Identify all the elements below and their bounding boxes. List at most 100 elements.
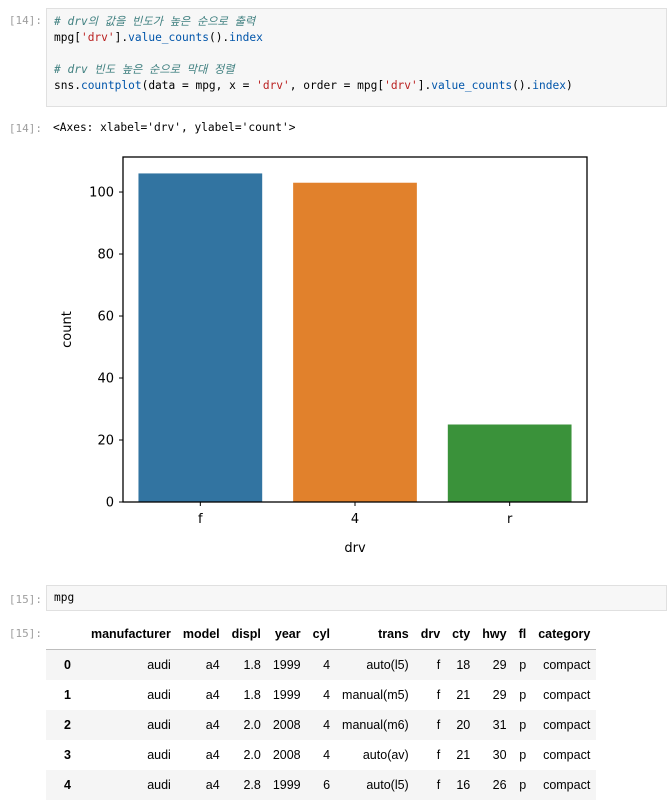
cell-cyl: 4 (323, 748, 331, 762)
code-token: value_counts (431, 79, 513, 92)
cell-cyl: 6 (323, 778, 331, 792)
cell-fl: p (519, 718, 527, 732)
cell-year: 2008 (272, 748, 301, 762)
cell-model: a4 (205, 778, 220, 792)
cell-trans: auto(l5) (366, 778, 409, 792)
table-header-row: manufacturer model displ year cyl trans drv cty… (46, 619, 597, 650)
code-token: (). (208, 31, 230, 44)
cell-cyl: 4 (323, 658, 331, 672)
code-token: (). (512, 79, 533, 92)
cell-15-input-prompt: [15]: (8, 593, 42, 606)
column-header-cyl: cyl (306, 619, 337, 650)
code-token: value_counts (128, 31, 209, 44)
cell-drv: f (436, 748, 441, 762)
cell-model: a4 (205, 658, 220, 672)
bar-f (138, 173, 263, 502)
code-token: # drv의 값을 빈도가 높은 순으로 출력 (54, 15, 256, 28)
cell-cty: 20 (456, 718, 471, 732)
table-row: 1 audi a4 1.8 1999 4 manual(m5) f 21 29 p compact (46, 680, 596, 710)
bar-r (447, 424, 572, 502)
cell-hwy: 31 (492, 718, 507, 732)
y-tick-label: 0 (106, 496, 114, 511)
cell-displ: 1.8 (243, 688, 261, 702)
column-header-manufacturer: manufacturer (84, 619, 177, 650)
code-line: mpg (54, 590, 659, 606)
cell-15-output-prompt: [15]: (8, 627, 42, 640)
cell-trans: auto(av) (362, 748, 409, 762)
code-token: 'drv' (80, 31, 115, 44)
cell-displ: 2.8 (243, 778, 261, 792)
code-line: sns.countplot(data = mpg, x = 'drv', ord… (54, 78, 659, 94)
y-tick-label: 40 (97, 372, 114, 387)
cell-cty: 21 (456, 748, 471, 762)
plot-frame (122, 156, 588, 503)
row-index: 3 (64, 748, 71, 762)
cell-trans: manual(m5) (342, 688, 409, 702)
cell-fl: p (519, 778, 527, 792)
cell-cyl: 4 (323, 718, 331, 732)
code-token: , order = mpg[ (289, 79, 385, 92)
column-header-category: category (532, 619, 597, 650)
dataframe-table: manufacturer model displ year cyl trans drv cty… (46, 619, 597, 800)
cell-category: compact (543, 718, 591, 732)
code-token: 'drv' (384, 79, 418, 92)
x-tick-label: 4 (351, 512, 359, 527)
cell-displ: 2.0 (243, 748, 261, 762)
code-token: mpg[ (54, 31, 81, 44)
row-index: 0 (64, 658, 71, 672)
column-header-cty: cty (446, 619, 477, 650)
cell-14-output-prompt: [14]: (8, 122, 42, 135)
code-token: index (532, 79, 566, 92)
cell-drv: f (436, 778, 441, 792)
cell-fl: p (519, 688, 527, 702)
column-header-fl: fl (512, 619, 533, 650)
table-row: 4 audi a4 2.8 1999 6 auto(l5) f 16 26 p compact (46, 770, 597, 800)
cell-cty: 18 (456, 658, 471, 672)
index-header (46, 619, 85, 650)
cell-14-code[interactable]: # drv의 값을 빈도가 높은 순으로 출력 mpg['drv'].value_… (47, 9, 666, 98)
cell-15-code-editor[interactable]: mpg (46, 585, 667, 611)
cell-model: a4 (205, 718, 220, 732)
cell-category: compact (543, 748, 591, 762)
code-token: index (229, 31, 263, 44)
row-index: 4 (64, 778, 71, 792)
code-token: 'drv' (256, 79, 290, 92)
row-index: 1 (64, 688, 71, 702)
cell-year: 1999 (272, 688, 301, 702)
cell-hwy: 29 (492, 658, 507, 672)
table-row: 3 audi a4 2.0 2008 4 auto(av) f 21 30 p compact (46, 740, 596, 770)
cell-drv: f (436, 688, 441, 702)
cell-cty: 21 (456, 688, 471, 702)
column-header-model: model (176, 619, 226, 650)
code-token: sns. (54, 79, 81, 92)
y-axis-label: count (60, 311, 75, 348)
column-header-hwy: hwy (476, 619, 513, 650)
cell-manufacturer: audi (147, 748, 171, 762)
y-tick-label: 20 (97, 434, 114, 449)
x-tick-label: f (198, 512, 203, 527)
code-token: mpg (54, 591, 75, 604)
cell-model: a4 (205, 748, 220, 762)
cell-15-code[interactable]: mpg (47, 586, 666, 610)
code-line: # drv 빈도 높은 순으로 막대 정렬 (54, 62, 659, 78)
cell-category: compact (543, 778, 591, 792)
cell-14-input-prompt: [14]: (8, 14, 42, 27)
cell-year: 1999 (272, 778, 301, 792)
code-token: ) (565, 79, 573, 92)
x-axis-label: drv (344, 541, 366, 556)
cell-hwy: 29 (492, 688, 507, 702)
cell-14-code-editor[interactable]: # drv의 값을 빈도가 높은 순으로 출력 mpg['drv'].value_… (46, 8, 667, 107)
cell-drv: f (436, 718, 441, 732)
code-token: (data = mpg, x = (141, 79, 257, 92)
code-line (54, 46, 659, 62)
code-line: # drv의 값을 빈도가 높은 순으로 출력 (54, 14, 659, 30)
bar-4 (293, 182, 417, 502)
cell-category: compact (543, 688, 591, 702)
y-tick-label: 60 (97, 310, 114, 325)
table-row: 2 audi a4 2.0 2008 4 manual(m6) f 20 31 p compact (46, 710, 597, 740)
code-line: mpg['drv'].value_counts().index (54, 30, 659, 46)
cell-displ: 1.8 (243, 658, 261, 672)
y-tick-label: 80 (97, 248, 114, 263)
cell-trans: manual(m6) (342, 718, 409, 732)
column-header-trans: trans (336, 619, 415, 650)
